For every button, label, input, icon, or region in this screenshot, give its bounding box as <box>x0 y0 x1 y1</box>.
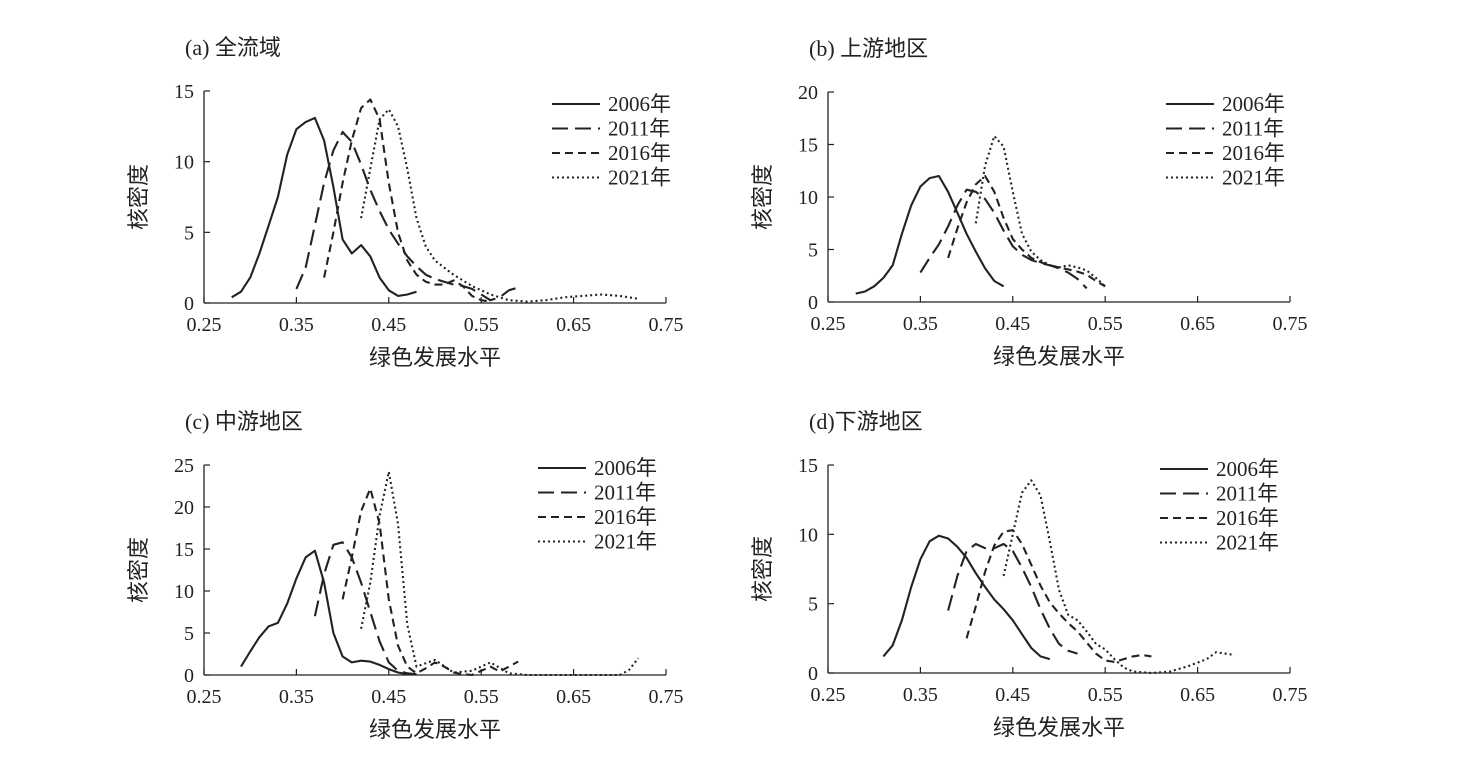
x-tick-label: 0.55 <box>1088 313 1123 335</box>
series-line-dotted-3 <box>974 135 1106 288</box>
y-tick-label: 10 <box>174 581 194 603</box>
series-line-dotted-3 <box>360 108 639 303</box>
x-tick-label: 0.25 <box>811 684 846 706</box>
legend-label: 2021年 <box>594 530 657 554</box>
y-tick-label: 5 <box>808 594 818 616</box>
legend-label: 2021年 <box>608 166 671 190</box>
legend-label: 2016年 <box>594 505 657 529</box>
x-axis-label: 绿色发展水平 <box>993 715 1125 740</box>
x-tick-label: 0.45 <box>371 314 406 336</box>
legend-label: 2016年 <box>1216 506 1279 530</box>
y-tick-label: 10 <box>174 152 194 174</box>
x-tick-label: 0.35 <box>903 684 938 706</box>
x-tick-label: 0.45 <box>995 684 1030 706</box>
chart-panel-d: (d)下游地区 0 5 10 15 0.25 0.35 0.45 0.55 0.65 0.75 绿色发… <box>750 409 1308 740</box>
series-line-short-dash-2 <box>965 529 1152 663</box>
x-tick-label: 0.65 <box>1180 313 1215 335</box>
series-line-solid-0 <box>231 116 417 299</box>
y-tick-label: 10 <box>798 187 818 209</box>
y-axis-label: 核密度 <box>750 164 775 230</box>
x-axis-label: 绿色发展水平 <box>993 344 1125 369</box>
series-line-dotted-3 <box>1002 479 1235 675</box>
x-tick-label: 0.65 <box>556 314 591 336</box>
y-tick-label: 15 <box>174 539 194 561</box>
x-tick-label: 0.75 <box>649 314 684 336</box>
chart-panel-b: (b) 上游地区 0 5 10 15 20 0.25 0.35 0.45 0.55 0.65 0.75… <box>750 36 1308 369</box>
x-tick-label: 0.45 <box>995 313 1030 335</box>
series-line-short-dash-2 <box>341 487 519 677</box>
panel-title: (c) 中游地区 <box>185 409 303 434</box>
y-tick-label: 0 <box>184 293 194 315</box>
chart-panel-a: (a) 全流域 0 5 10 15 0.25 0.35 0.45 0.55 0.65 0.75 绿色发… <box>126 35 684 370</box>
series-line-solid-0 <box>882 534 1051 661</box>
series-line-long-dash-1 <box>313 541 417 676</box>
series-line-long-dash-1 <box>295 130 519 302</box>
y-tick-label: 5 <box>184 222 194 244</box>
y-tick-label: 15 <box>174 81 194 103</box>
series-line-short-dash-2 <box>947 174 1106 288</box>
legend-label: 2011年 <box>594 481 656 505</box>
series-line-long-dash-1 <box>919 188 1088 290</box>
chart-panel-c: (c) 中游地区 0 5 10 15 20 25 0.25 0.35 0.45 0.55 0.65 0.… <box>126 409 684 742</box>
panel-title: (d)下游地区 <box>809 409 923 434</box>
x-axis-label: 绿色发展水平 <box>369 717 501 742</box>
panel-title: (b) 上游地区 <box>809 36 928 61</box>
x-tick-label: 0.45 <box>371 686 406 708</box>
y-tick-label: 20 <box>174 497 194 519</box>
series-line-solid-0 <box>855 174 1005 295</box>
x-tick-label: 0.55 <box>464 686 499 708</box>
y-tick-label: 5 <box>184 623 194 645</box>
x-tick-label: 0.25 <box>811 313 846 335</box>
y-axis-label: 核密度 <box>126 164 151 230</box>
y-tick-label: 25 <box>174 455 194 477</box>
legend-label: 2006年 <box>1216 457 1279 481</box>
series-line-solid-0 <box>240 549 408 676</box>
x-axis-label: 绿色发展水平 <box>369 345 501 370</box>
x-tick-label: 0.25 <box>187 314 222 336</box>
x-tick-label: 0.75 <box>1273 684 1308 706</box>
series-line-short-dash-2 <box>323 98 491 303</box>
x-tick-label: 0.35 <box>279 314 314 336</box>
y-tick-label: 15 <box>798 455 818 477</box>
y-tick-label: 0 <box>184 665 194 687</box>
x-tick-label: 0.35 <box>903 313 938 335</box>
legend-label: 2006年 <box>1222 92 1285 116</box>
y-tick-label: 0 <box>808 292 818 314</box>
legend-label: 2016年 <box>1222 141 1285 165</box>
x-tick-label: 0.25 <box>187 686 222 708</box>
series-line-long-dash-1 <box>947 542 1078 655</box>
x-tick-label: 0.55 <box>1088 684 1123 706</box>
legend-label: 2011年 <box>608 117 670 141</box>
y-tick-label: 0 <box>808 663 818 685</box>
y-tick-label: 5 <box>808 240 818 262</box>
x-tick-label: 0.35 <box>279 686 314 708</box>
legend-label: 2006年 <box>594 456 657 480</box>
panel-title: (a) 全流域 <box>185 35 281 60</box>
x-tick-label: 0.55 <box>464 314 499 336</box>
y-tick-label: 20 <box>798 82 818 104</box>
x-tick-label: 0.75 <box>649 686 684 708</box>
y-tick-label: 10 <box>798 524 818 546</box>
legend-label: 2021年 <box>1222 166 1285 190</box>
y-axis-label: 核密度 <box>750 536 775 602</box>
legend-label: 2011年 <box>1222 117 1284 141</box>
legend-label: 2021年 <box>1216 531 1279 555</box>
x-tick-label: 0.65 <box>556 686 591 708</box>
x-tick-label: 0.65 <box>1180 684 1215 706</box>
legend-label: 2011年 <box>1216 482 1278 506</box>
legend-label: 2006年 <box>608 92 671 116</box>
legend-label: 2016年 <box>608 141 671 165</box>
y-axis-label: 核密度 <box>126 537 151 603</box>
y-tick-label: 15 <box>798 135 818 157</box>
x-tick-label: 0.75 <box>1273 313 1308 335</box>
